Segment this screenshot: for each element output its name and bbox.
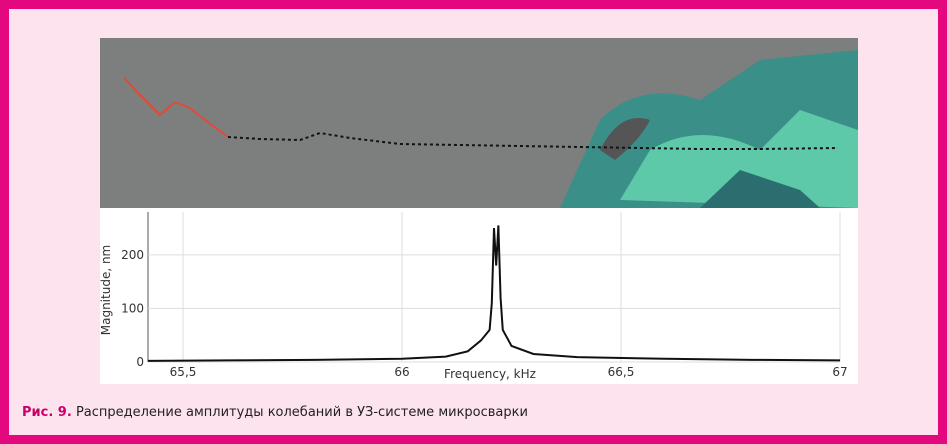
y-tick-label: 0 — [136, 355, 144, 369]
chart-area — [100, 208, 858, 384]
y-axis-label: Magnitude, nm — [99, 245, 113, 336]
caption: Рис. 9. Распределение амплитуды колебани… — [22, 405, 528, 420]
x-axis-label: Frequency, kHz — [444, 367, 536, 381]
x-tick-label: 66 — [394, 365, 409, 379]
x-tick-label: 66,5 — [608, 365, 635, 379]
caption-label: Рис. 9. — [22, 405, 72, 420]
page: {"chart_data": {"type": "line", "x_label… — [0, 0, 947, 444]
x-tick-label: 67 — [832, 365, 847, 379]
x-tick-label: 65,5 — [170, 365, 197, 379]
figure: Magnitude, nm Frequency, kHz 0 100 200 65,5… — [0, 0, 947, 444]
caption-text: Распределение амплитуды колебаний в УЗ-с… — [76, 405, 528, 420]
y-tick-label: 100 — [121, 301, 144, 315]
photo — [100, 38, 858, 208]
y-tick-label: 200 — [121, 248, 144, 262]
